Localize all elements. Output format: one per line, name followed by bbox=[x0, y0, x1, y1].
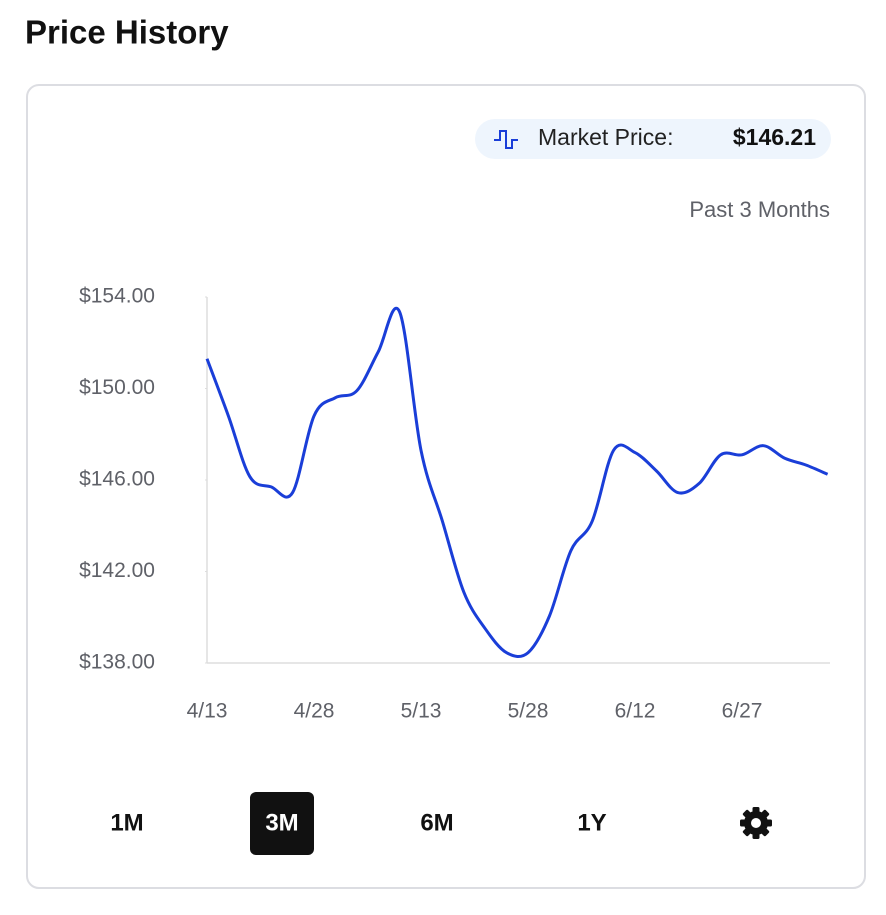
page-title: Price History bbox=[25, 14, 229, 51]
range-button-bg bbox=[250, 792, 314, 855]
y-tick-label: $138.00 bbox=[79, 651, 155, 674]
y-tick-label: $154.00 bbox=[79, 285, 155, 308]
price-line bbox=[205, 306, 829, 658]
range-button-label: 6M bbox=[420, 809, 453, 836]
y-tick-label: $142.00 bbox=[79, 559, 155, 582]
x-tick-label: 4/13 bbox=[187, 700, 228, 723]
market-price-label: Market Price: bbox=[538, 124, 673, 150]
x-tick-label: 6/12 bbox=[615, 700, 656, 723]
x-tick-label: 5/13 bbox=[401, 700, 442, 723]
x-tick-label: 5/28 bbox=[508, 700, 549, 723]
card bbox=[26, 84, 866, 889]
range-button-label: 3M bbox=[265, 809, 298, 836]
price-icon bbox=[494, 130, 518, 149]
range-button-label: 1M bbox=[110, 809, 143, 836]
range-button[interactable]: 3M bbox=[250, 792, 314, 855]
range-button[interactable]: 6M bbox=[420, 809, 453, 836]
range-button[interactable]: 1Y bbox=[577, 809, 606, 836]
x-tick-label: 4/28 bbox=[294, 700, 335, 723]
y-tick-label: $150.00 bbox=[79, 376, 155, 399]
market-price-pill bbox=[475, 119, 831, 159]
range-button-label: 1Y bbox=[577, 809, 606, 836]
range-buttons: 1M 3M 6M 1Y bbox=[110, 792, 607, 855]
market-price-value: $146.21 bbox=[733, 124, 816, 150]
range-button[interactable]: 1M bbox=[110, 809, 143, 836]
x-tick-label: 6/27 bbox=[722, 700, 763, 723]
period-label: Past 3 Months bbox=[689, 197, 830, 222]
settings-button[interactable] bbox=[740, 807, 772, 839]
y-tick-label: $146.00 bbox=[79, 468, 155, 491]
